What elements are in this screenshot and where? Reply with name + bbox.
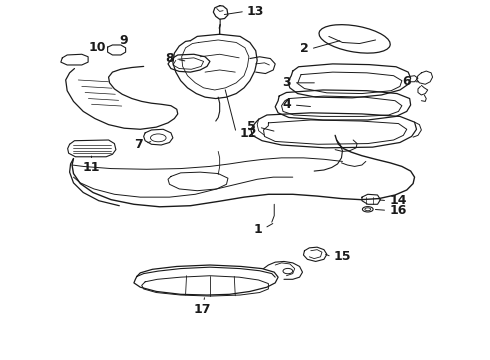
Text: 1: 1 <box>253 223 262 236</box>
Text: 6: 6 <box>402 75 411 88</box>
Text: 7: 7 <box>134 138 143 151</box>
Text: 4: 4 <box>283 99 291 112</box>
Text: 16: 16 <box>389 204 407 217</box>
Text: 14: 14 <box>389 194 407 207</box>
Text: 9: 9 <box>119 34 128 47</box>
Text: 3: 3 <box>283 76 291 89</box>
Text: 8: 8 <box>166 52 174 65</box>
Text: 5: 5 <box>247 120 256 133</box>
Text: 11: 11 <box>83 161 100 175</box>
Text: 13: 13 <box>247 5 264 18</box>
Text: 2: 2 <box>299 42 308 55</box>
Text: 12: 12 <box>239 127 257 140</box>
Text: 17: 17 <box>194 303 211 316</box>
Text: 15: 15 <box>334 250 351 263</box>
Text: 10: 10 <box>88 41 106 54</box>
